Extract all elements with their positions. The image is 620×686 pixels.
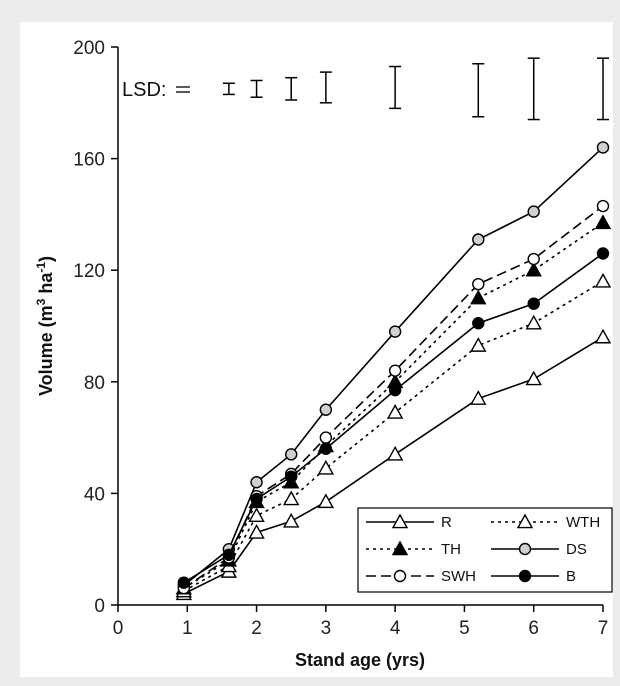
legend-label: R xyxy=(441,514,452,531)
data-point xyxy=(388,383,402,397)
legend-item-wth: WTH xyxy=(491,513,600,531)
legend: R WTH TH DS SWH B xyxy=(357,507,613,593)
data-point xyxy=(527,252,540,266)
data-point xyxy=(248,507,265,523)
series-line xyxy=(183,280,604,592)
x-tick-label: 0 xyxy=(113,618,124,639)
x-tick-label: 5 xyxy=(459,618,470,639)
legend-item-r: R xyxy=(366,513,452,531)
data-point xyxy=(596,199,610,213)
data-point xyxy=(594,214,612,230)
data-point xyxy=(525,314,542,330)
data-point xyxy=(388,325,402,338)
data-point xyxy=(283,512,300,528)
legend-label: B xyxy=(566,568,576,585)
data-point xyxy=(472,277,485,291)
x-tick-label: 6 xyxy=(528,618,539,639)
y-tick-label: 40 xyxy=(84,484,105,505)
legend-label: DS xyxy=(566,541,587,558)
data-point xyxy=(285,470,298,483)
legend-item-b: B xyxy=(491,568,576,585)
y-tick-label: 200 xyxy=(73,38,105,59)
data-point xyxy=(596,247,610,260)
legend-marker xyxy=(391,540,409,556)
data-point xyxy=(248,524,265,539)
legend-item-swh: SWH xyxy=(366,568,476,585)
axes xyxy=(117,47,603,606)
legend-marker xyxy=(518,542,532,556)
y-tick-label: 120 xyxy=(73,261,105,282)
data-point xyxy=(594,328,612,344)
data-point xyxy=(317,459,335,475)
x-tick-label: 4 xyxy=(390,618,401,639)
legend-marker xyxy=(516,513,534,529)
x-tick-label: 1 xyxy=(182,618,193,639)
legend-marker xyxy=(393,569,407,583)
legend-item-th: TH xyxy=(366,540,461,558)
x-tick-label: 7 xyxy=(598,618,609,639)
data-point xyxy=(472,233,485,246)
x-ticks: 0 1 2 3 4 5 6 7 xyxy=(113,605,609,639)
y-tick-label: 0 xyxy=(94,596,105,617)
data-point xyxy=(527,297,540,310)
x-axis-title: Stand age (yrs) xyxy=(295,650,425,670)
data-point xyxy=(319,442,333,455)
data-point xyxy=(319,431,333,444)
data-point xyxy=(596,141,610,154)
data-point xyxy=(283,490,300,506)
legend-label: SWH xyxy=(441,568,476,585)
legend-marker xyxy=(391,513,409,529)
data-point xyxy=(527,205,540,218)
data-point xyxy=(470,390,487,405)
data-point xyxy=(386,445,404,461)
series-group xyxy=(175,141,612,601)
y-tick-label: 80 xyxy=(84,373,105,394)
data-point xyxy=(470,337,487,352)
legend-item-ds: DS xyxy=(491,541,587,558)
legend-marker xyxy=(518,569,532,583)
legend-label: TH xyxy=(441,541,461,558)
x-tick-label: 3 xyxy=(321,618,332,639)
data-point xyxy=(250,476,263,489)
y-axis-title: Volume (m3 ha-1) xyxy=(34,256,56,396)
data-point xyxy=(250,492,263,506)
data-point xyxy=(317,493,335,509)
y-ticks: 0 40 80 120 160 200 xyxy=(73,38,118,617)
data-point xyxy=(177,576,191,589)
data-point xyxy=(525,370,542,386)
data-point xyxy=(525,261,542,277)
legend-label: WTH xyxy=(566,514,600,531)
data-point xyxy=(222,548,236,561)
data-point xyxy=(386,404,404,419)
y-tick-label: 160 xyxy=(73,150,105,171)
lsd-bars: LSD: xyxy=(122,57,609,121)
data-point xyxy=(472,317,485,330)
data-point xyxy=(470,289,487,305)
lsd-label: LSD: xyxy=(122,79,166,101)
x-tick-label: 2 xyxy=(251,618,262,639)
data-point xyxy=(388,364,402,377)
data-point xyxy=(594,272,612,288)
data-point xyxy=(285,448,298,461)
data-point xyxy=(319,403,333,416)
series-b xyxy=(177,247,610,589)
